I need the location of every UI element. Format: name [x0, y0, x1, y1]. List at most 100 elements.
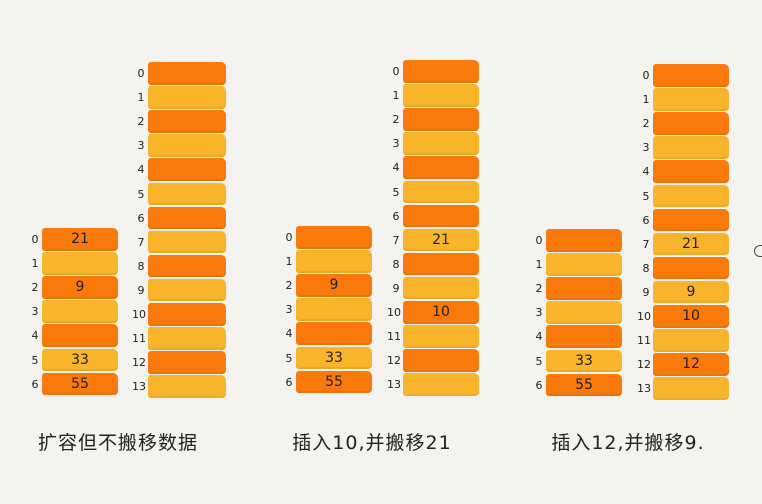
old_array-cell-value [296, 250, 372, 273]
new_array-index-label: 2 [392, 113, 400, 127]
new_array-cell-value [148, 183, 226, 206]
old_array-index-label: 3 [285, 303, 293, 317]
old_array-cell: 33 [42, 348, 118, 372]
new_array-index-label: 3 [392, 137, 400, 151]
new_array-cell-value [403, 205, 479, 228]
new_array-cell [148, 86, 226, 109]
new_array-cell-value: 10 [432, 304, 450, 321]
new_array-index-label: 13 [132, 380, 146, 394]
new_array-index-label: 2 [137, 115, 145, 129]
new_array-cell-value [403, 349, 479, 372]
new_array-cell-value [653, 377, 729, 400]
new_array-cell-value [148, 255, 226, 278]
old_array-cell [546, 301, 622, 324]
new_array-index-label: 0 [642, 69, 650, 82]
new_array-cell-value [403, 181, 479, 204]
new_array-index-label: 10 [387, 306, 401, 319]
old_array-index-label: 1 [535, 258, 543, 272]
new_array-cell [653, 136, 729, 159]
old_array-index-label: 3 [535, 306, 543, 320]
new_array-cell-value [653, 160, 729, 183]
old_array-index-label: 4 [31, 329, 39, 343]
new_array-cell-value [148, 86, 226, 109]
old_array-cell [546, 277, 622, 300]
new_array-index-label: 11 [387, 330, 401, 344]
old_array-cell: 9 [296, 274, 372, 297]
new_array-index-label: 1 [642, 93, 650, 107]
new_array-cell [148, 134, 226, 157]
new_array-cell [148, 278, 226, 302]
new_array-cell [653, 377, 729, 400]
new_array-index-label: 12 [387, 354, 401, 368]
new_array-cell [148, 158, 226, 181]
new_array-cell [653, 329, 729, 352]
new_array-cell-value [653, 257, 729, 280]
new_array-cell [148, 375, 226, 398]
new_array-cell-value [148, 375, 226, 398]
new_array-cell-value [403, 325, 479, 348]
old_array-cell: 21 [42, 228, 118, 251]
old_array-cell [296, 298, 372, 321]
new_array-cell [148, 206, 226, 230]
edge-circle-icon [754, 245, 762, 257]
new_array-index-label: 2 [642, 117, 650, 131]
new_array-cell [403, 180, 479, 204]
new_array-cell-value [403, 60, 479, 83]
old_array-index-label: 0 [535, 234, 543, 247]
new_array-index-label: 1 [392, 89, 400, 103]
new_array-cell [653, 88, 729, 111]
new_array-cell-value [148, 351, 226, 374]
new_array-index-label: 5 [392, 185, 400, 199]
new_array-cell-value [653, 209, 729, 232]
old_array-cell-value [42, 300, 118, 323]
new_array-cell-value: 9 [686, 284, 696, 301]
new_array-cell [148, 230, 226, 254]
caption-1: 扩容但不搬移数据 [37, 432, 199, 454]
new_array-cell [403, 252, 479, 276]
old_array-cell-value: 33 [71, 351, 89, 368]
new_array-cell-value [148, 327, 226, 350]
new_array-cell-value [403, 253, 479, 276]
new_array-cell [148, 351, 226, 374]
old_array-index-label: 5 [285, 351, 293, 365]
old_array-cell [546, 253, 622, 276]
old_array-cell-value: 55 [71, 375, 89, 392]
new_array-index-label: 1 [137, 91, 145, 105]
new_array-cell [403, 325, 479, 348]
new_array-cell-value [403, 132, 479, 155]
new_array-cell [148, 62, 226, 85]
new_array-cell: 10 [653, 305, 729, 328]
new_array-cell-value [403, 156, 479, 179]
new_array-cell: 21 [653, 232, 729, 256]
old_array-cell-value [42, 324, 118, 347]
old_array-index-label: 4 [285, 327, 293, 341]
old_array-cell-value: 55 [325, 373, 343, 390]
old_array-cell-value [546, 301, 622, 324]
new_array-cell-value [148, 62, 226, 85]
new_array-index-label: 10 [132, 308, 146, 321]
new_array-index-label: 8 [642, 261, 650, 275]
old_array-index-label: 6 [285, 375, 293, 389]
new_array-index-label: 0 [137, 67, 145, 80]
new_array-index-label: 9 [642, 285, 650, 299]
old_array-index-label: 1 [31, 257, 39, 271]
new_array-index-label: 9 [137, 283, 145, 297]
new_array-cell [403, 84, 479, 107]
new_array-index-label: 13 [637, 382, 651, 396]
new_array-cell [403, 349, 479, 372]
new_array-cell-value: 21 [432, 231, 450, 248]
caption-2: 插入10,并搬移21 [292, 432, 452, 454]
new_array-cell-value [148, 279, 226, 302]
old_array-index-label: 3 [31, 305, 39, 319]
old_array-cell [42, 252, 118, 275]
new_array-cell [653, 256, 729, 280]
old_array-cell: 55 [296, 370, 372, 394]
new_array-cell-value: 10 [682, 308, 700, 325]
old_array-cell [296, 226, 372, 249]
old_array-cell-value [42, 252, 118, 275]
new_array-index-label: 13 [387, 378, 401, 392]
new_array-cell-value [653, 64, 729, 87]
new_array-cell [403, 60, 479, 83]
new_array-cell: 12 [653, 353, 729, 376]
